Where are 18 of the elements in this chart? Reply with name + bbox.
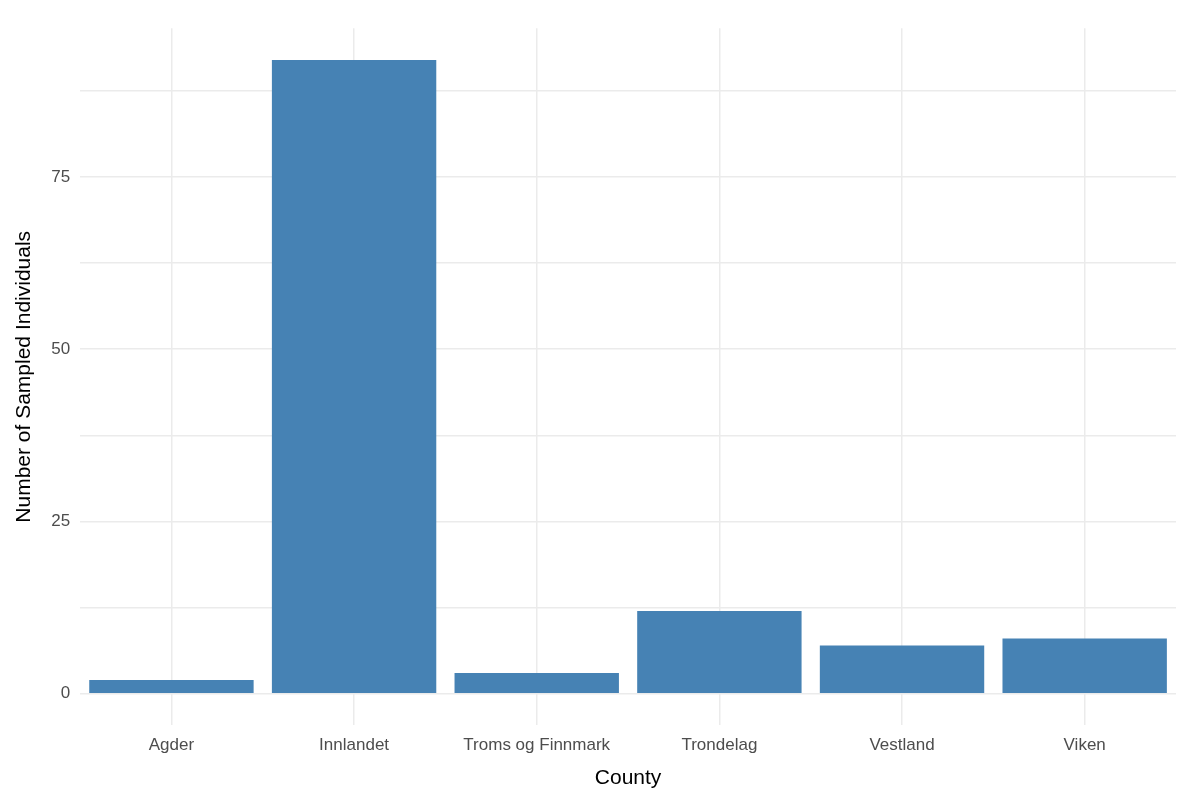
y-tick-label: 25 (51, 511, 71, 531)
x-axis-title: County (594, 765, 662, 789)
y-axis-title: Number of Sampled Individuals (11, 230, 35, 523)
x-tick-label: Troms og Finnmark (463, 735, 611, 755)
bar (454, 673, 619, 693)
x-tick-label: Trondelag (681, 735, 758, 755)
y-tick-label: 75 (51, 166, 71, 186)
x-tick-label: Vestland (869, 735, 935, 755)
bar (271, 59, 437, 693)
y-tick-label: 0 (60, 683, 71, 703)
bar (1002, 638, 1167, 693)
x-tick-label: Viken (1063, 735, 1106, 755)
x-tick-label: Innlandet (319, 735, 390, 755)
bar (637, 611, 802, 693)
bar (89, 679, 254, 693)
bar (819, 645, 985, 693)
y-tick-label: 50 (51, 338, 71, 358)
x-tick-label: Agder (148, 735, 195, 755)
